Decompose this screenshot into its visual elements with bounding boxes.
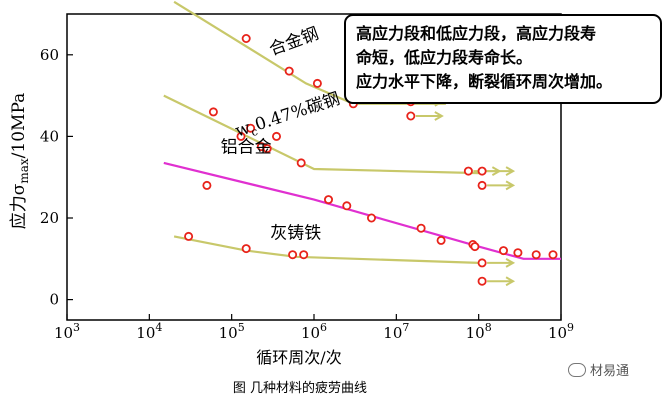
- x-tick-label: 105: [219, 321, 245, 342]
- data-point: [513, 248, 523, 258]
- series-layer: [163, 0, 561, 287]
- series-label: 灰铸铁: [270, 223, 321, 243]
- runout-arrow-head: [505, 258, 516, 268]
- y-tick-label: 0: [49, 291, 59, 309]
- data-point: [246, 123, 256, 133]
- x-axis-label: 循环周次/次: [256, 348, 341, 367]
- series-wc0.47%碳钢: [163, 94, 516, 191]
- x-tick-label: 104: [136, 321, 162, 342]
- annotation-line: 命短，低应力段寿命长。: [356, 48, 533, 67]
- data-point: [477, 276, 487, 286]
- annotation-line: 高应力段和低应力段，高应力段寿: [356, 24, 597, 43]
- data-point: [262, 144, 272, 154]
- data-point: [436, 235, 446, 245]
- runout-arrow-head: [434, 111, 444, 121]
- runout-arrow-head: [505, 166, 516, 176]
- data-point: [498, 246, 508, 256]
- data-point: [208, 107, 218, 117]
- data-point: [477, 166, 487, 176]
- x-tick-label: 103: [54, 321, 80, 342]
- annotation-line: 应力水平下降，断裂循环周次增加。: [356, 72, 613, 91]
- data-point: [463, 166, 473, 176]
- watermark-text: 材易通: [590, 364, 630, 379]
- series-label: 合金钢: [267, 24, 322, 60]
- x-tick-labels: 103 104 105 106 107 108 109: [54, 321, 574, 342]
- runout-arrow-head: [505, 276, 516, 287]
- wechat-icon: [568, 362, 586, 377]
- data-point: [184, 231, 194, 241]
- data-point: [531, 250, 541, 260]
- series-curve: [163, 94, 479, 175]
- data-point: [271, 131, 281, 141]
- y-tick-label: 40: [40, 127, 59, 145]
- data-point: [202, 180, 212, 190]
- data-point: [299, 250, 309, 260]
- data-point: [296, 158, 306, 168]
- data-point: [342, 201, 352, 211]
- y-tick-label: 60: [40, 46, 59, 64]
- x-tick-label: 107: [383, 321, 409, 342]
- data-point: [477, 258, 487, 268]
- series-label: 铝合金: [221, 138, 272, 158]
- data-point: [477, 180, 487, 190]
- figure-caption: 图 几种材料的疲劳曲线: [233, 380, 367, 396]
- runout-arrow-head: [505, 180, 516, 191]
- series-curve: [163, 161, 561, 260]
- series-curve: [173, 235, 479, 264]
- data-point: [241, 34, 251, 44]
- data-point: [312, 78, 322, 88]
- watermark: 材易通: [568, 360, 629, 379]
- data-point: [241, 244, 251, 254]
- data-point: [548, 250, 558, 260]
- x-tick-label: 108: [466, 321, 492, 342]
- annotation-box: 高应力段和低应力段，高应力段寿 命短，低应力段寿命长。 应力水平下降，断裂循环周…: [344, 14, 662, 104]
- y-tick-label: 20: [40, 209, 59, 227]
- x-tick-label: 106: [301, 321, 327, 342]
- y-tick-labels: 0 20 40 60: [40, 46, 59, 309]
- series-铝合金: [163, 161, 561, 260]
- data-point: [406, 111, 416, 121]
- axes: 应力σmax/10MPa: [9, 13, 562, 321]
- x-tick-label: 109: [548, 321, 574, 342]
- data-point: [284, 66, 294, 76]
- data-point: [236, 131, 246, 141]
- series-label: wc0.47%碳钢: [233, 89, 343, 144]
- data-point: [288, 250, 298, 260]
- data-point: [366, 213, 376, 223]
- data-point: [323, 195, 333, 205]
- series-灰铸铁: [173, 231, 516, 287]
- data-point: [416, 223, 426, 233]
- y-axis-label: 应力σmax/10MPa: [9, 93, 31, 230]
- data-point: [470, 242, 480, 252]
